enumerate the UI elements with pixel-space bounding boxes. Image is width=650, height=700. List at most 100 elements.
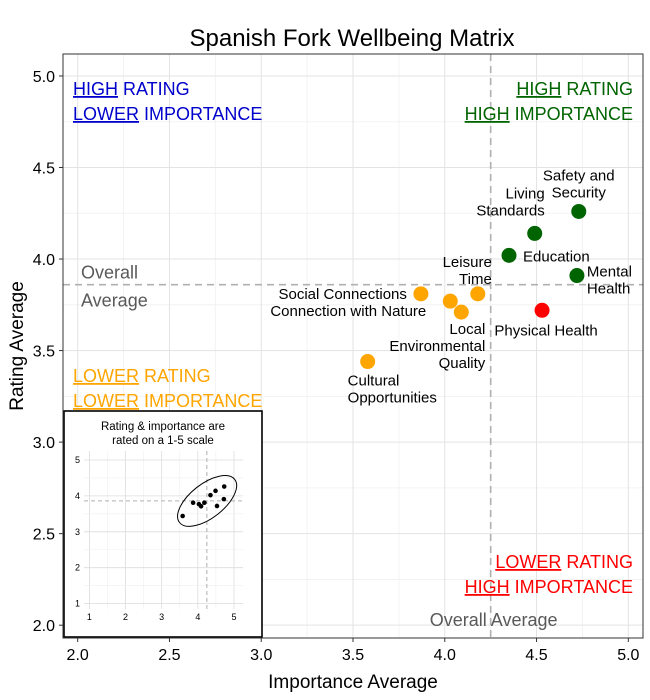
- inset-x-tick-label: 4: [195, 612, 200, 622]
- quadrant-lower-rating-lower-importance-underlined: LOWER: [73, 391, 139, 411]
- y-tick-label: 2.0: [33, 618, 55, 635]
- x-tick-label: 3.5: [342, 647, 364, 664]
- data-point-label: Safety and Security: [543, 167, 615, 201]
- data-point-label: Local Environmental Quality: [389, 321, 485, 372]
- y-tick-label: 2.5: [33, 527, 55, 544]
- inset-title: rated on a 1-5 scale: [112, 435, 214, 447]
- data-point: [527, 225, 543, 241]
- inset-data-point: [221, 496, 227, 502]
- quadrant-lower-rating-high-importance: LOWER RATING: [495, 552, 633, 572]
- y-tick-label: 5.0: [33, 69, 55, 86]
- data-point-label-line: Physical Health: [494, 322, 597, 339]
- inset-data-point: [190, 500, 196, 506]
- data-point-label-line: Cultural: [348, 373, 400, 390]
- chart-title: Spanish Fork Wellbeing Matrix: [189, 25, 514, 52]
- inset-data-point: [198, 504, 204, 509]
- inset-data-point: [180, 513, 185, 519]
- x-tick-label: 5.0: [617, 647, 639, 664]
- y-tick-label: 3.0: [33, 435, 55, 452]
- inset-cluster-ellipse: [177, 475, 238, 527]
- x-tick-label: 2.5: [158, 647, 180, 664]
- data-point-label: Living Standards: [476, 185, 544, 219]
- quadrant-lower-rating-high-importance-underlined: LOWER: [495, 552, 561, 572]
- data-point-label: Physical Health: [494, 322, 597, 339]
- data-point: [501, 247, 517, 263]
- quadrant-high-rating-lower-importance-underlined: HIGH: [73, 79, 118, 99]
- overall-average-x-label: Overall Average: [430, 610, 558, 630]
- quadrant-high-rating-lower-importance-underlined: LOWER: [73, 104, 139, 124]
- data-point: [569, 268, 585, 284]
- quadrant-high-rating-lower-importance: LOWER IMPORTANCE: [73, 104, 262, 124]
- data-point-label-line: Social Connections: [278, 286, 406, 303]
- data-point-label: Connection with Nature: [270, 303, 426, 320]
- inset-data-point: [213, 488, 218, 494]
- inset-scale-panel: Rating & importance are rated on a 1-5 sc…: [63, 410, 263, 638]
- data-point-label-line: Living: [506, 185, 545, 202]
- data-point-label-line: Opportunities: [348, 390, 437, 407]
- inset-data-point: [202, 500, 207, 506]
- x-axis-label: Importance Average: [268, 672, 438, 693]
- quadrant-lower-rating-lower-importance-rest: RATING: [139, 366, 211, 386]
- data-point-label-line: Standards: [476, 202, 544, 219]
- inset-x-tick-label: 2: [123, 612, 128, 622]
- overall-average-y-label: Overall: [81, 263, 138, 283]
- x-tick-label: 2.0: [67, 647, 89, 664]
- quadrant-high-rating-high-importance-underlined: HIGH: [516, 79, 561, 99]
- inset-y-tick-label: 2: [75, 563, 80, 573]
- x-tick-label: 4.5: [525, 647, 547, 664]
- quadrant-high-rating-high-importance-underlined: HIGH: [465, 104, 510, 124]
- quadrant-high-rating-high-importance-rest: RATING: [561, 79, 633, 99]
- data-point-label-line: Local: [449, 321, 485, 338]
- quadrant-high-rating-high-importance: HIGH IMPORTANCE: [465, 104, 633, 124]
- y-axis-label: Rating Average: [7, 281, 28, 411]
- y-axis-ticks: 2.0 2.5 3.0 3.5 4.0 4.5 5.0: [33, 69, 63, 635]
- data-point-label-line: Leisure: [443, 254, 492, 271]
- inset-data-point: [221, 484, 227, 489]
- data-point: [571, 203, 587, 219]
- data-point: [360, 354, 376, 370]
- data-point-label-line: Quality: [439, 355, 486, 372]
- inset-x-tick-label: 3: [159, 612, 164, 622]
- quadrant-lower-rating-high-importance-rest: RATING: [561, 552, 633, 572]
- data-point-label-line: Safety and: [543, 167, 615, 184]
- y-tick-label: 3.5: [33, 344, 55, 361]
- data-point: [534, 302, 550, 318]
- inset-data-point: [208, 492, 213, 498]
- reference-lines: Overall Average Overall Average: [63, 54, 643, 638]
- data-point-label-line: Time: [459, 271, 492, 288]
- data-point: [470, 286, 486, 302]
- quadrant-lower-rating-lower-importance: LOWER RATING: [73, 366, 211, 386]
- data-point-label: Cultural Opportunities: [348, 373, 437, 407]
- inset-y-tick-label: 3: [75, 527, 80, 537]
- data-point-label-line: Education: [523, 248, 590, 265]
- data-point-label-line: Mental: [587, 264, 632, 281]
- quadrant-lower-rating-high-importance: HIGH IMPORTANCE: [465, 577, 633, 597]
- data-point: [413, 286, 429, 302]
- inset-y-tick-label: 1: [75, 599, 80, 609]
- quadrant-lower-rating-high-importance-underlined: HIGH: [465, 577, 510, 597]
- y-tick-label: 4.0: [33, 252, 55, 269]
- data-point-label: Social Connections: [278, 286, 406, 303]
- inset-y-tick-label: 4: [75, 491, 80, 501]
- inset-title: Rating & importance are: [101, 421, 225, 433]
- data-point-label: Mental Health: [587, 264, 632, 298]
- quadrant-high-rating-lower-importance-rest: RATING: [118, 79, 190, 99]
- x-axis-ticks: 2.0 2.5 3.0 3.5 4.0 4.5 5.0: [67, 638, 640, 664]
- quadrant-lower-rating-lower-importance-rest: IMPORTANCE: [139, 391, 262, 411]
- quadrant-high-rating-high-importance-rest: IMPORTANCE: [510, 104, 633, 124]
- quadrant-lower-rating-lower-importance: LOWER IMPORTANCE: [73, 391, 262, 411]
- data-point: [442, 293, 458, 309]
- data-point-label: Education: [523, 248, 590, 265]
- data-point-label-line: Health: [587, 281, 630, 298]
- x-tick-label: 3.0: [250, 647, 272, 664]
- inset-x-tick-label: 1: [87, 612, 92, 622]
- quadrant-high-rating-high-importance: HIGH RATING: [516, 79, 633, 99]
- inset-x-tick-label: 5: [231, 612, 236, 622]
- quadrant-lower-rating-high-importance-rest: IMPORTANCE: [510, 577, 633, 597]
- inset-frame: [63, 410, 263, 638]
- data-point-label-line: Connection with Nature: [270, 303, 426, 320]
- inset-y-tick-label: 5: [75, 455, 80, 465]
